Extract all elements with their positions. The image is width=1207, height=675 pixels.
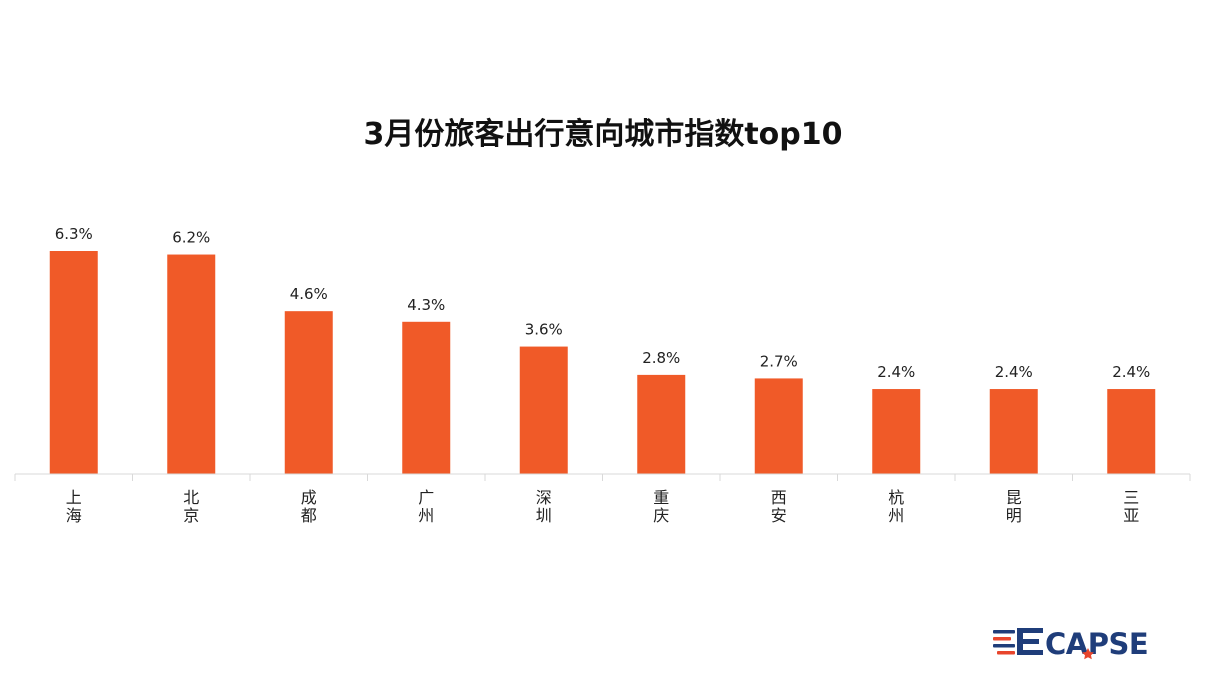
x-tick-label-7: 杭州 xyxy=(888,488,904,525)
x-tick-label-1: 北京 xyxy=(183,488,199,525)
bar-2 xyxy=(284,311,333,474)
data-label-1: 6.2% xyxy=(172,229,210,247)
bar-7 xyxy=(872,389,921,474)
x-tick-label-2: 成都 xyxy=(301,488,317,525)
data-label-8: 2.4% xyxy=(995,363,1033,381)
x-tick-label-9: 三亚 xyxy=(1123,488,1139,525)
x-tick-label-6: 西安 xyxy=(771,488,787,525)
x-tick-label-8: 昆明 xyxy=(1006,488,1022,525)
bar-6 xyxy=(754,378,803,474)
x-tick-label-5: 重庆 xyxy=(653,488,669,525)
bar-8 xyxy=(989,389,1038,474)
logo-mark-icon xyxy=(993,628,1043,655)
data-label-3: 4.3% xyxy=(407,296,445,314)
data-label-7: 2.4% xyxy=(877,363,915,381)
x-tick-label-4: 深圳 xyxy=(536,488,552,525)
bar-1 xyxy=(167,254,216,474)
data-label-5: 2.8% xyxy=(642,349,680,367)
bar-3 xyxy=(402,321,451,474)
chart-title: 3月份旅客出行意向城市指数top10 xyxy=(363,117,842,152)
data-label-6: 2.7% xyxy=(760,352,798,370)
x-tick-label-0: 上海 xyxy=(66,488,82,525)
data-label-2: 4.6% xyxy=(290,285,328,303)
capse-logo: CAPSE xyxy=(993,627,1149,661)
data-label-4: 3.6% xyxy=(525,321,563,339)
bar-4 xyxy=(519,346,568,474)
bar-0 xyxy=(49,251,98,474)
star-icon xyxy=(1082,648,1094,660)
bar-5 xyxy=(637,374,686,474)
data-label-9: 2.4% xyxy=(1112,363,1150,381)
bar-9 xyxy=(1107,389,1156,474)
x-tick-label-3: 广州 xyxy=(418,488,434,525)
data-label-0: 6.3% xyxy=(55,225,93,243)
logo-text: CAPSE xyxy=(1045,627,1148,661)
